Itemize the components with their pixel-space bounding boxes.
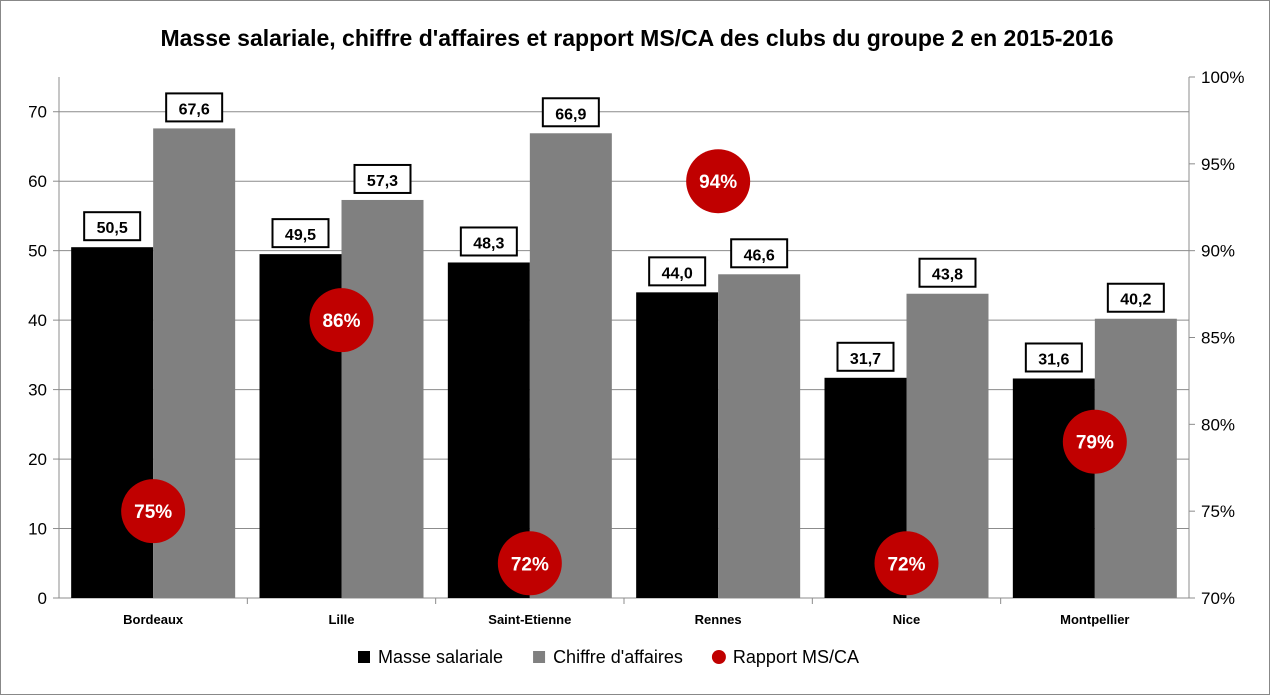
y-left-tick-label: 30: [28, 381, 47, 400]
bar-masse-salariale: [1013, 378, 1095, 598]
legend-marker-masse: [358, 651, 370, 663]
y-left-tick-label: 50: [28, 242, 47, 261]
data-label: 43,8: [932, 267, 963, 284]
data-label: 50,5: [97, 220, 128, 237]
legend: Masse salariale Chiffre d'affaires Rapport…: [358, 647, 859, 667]
bar-chiffre-affaires: [342, 200, 424, 598]
y-left-tick-label: 40: [28, 311, 47, 330]
y-left-tick-label: 10: [28, 520, 47, 539]
bar-chiffre-affaires: [718, 274, 800, 598]
data-label: 31,6: [1038, 351, 1069, 368]
y-right-tick-label: 100%: [1201, 68, 1244, 87]
bar-chiffre-affaires: [530, 133, 612, 598]
legend-label: Chiffre d'affaires: [553, 647, 683, 667]
ratio-label: 72%: [887, 554, 925, 575]
data-label: 48,3: [473, 235, 504, 252]
ratio-label: 86%: [322, 311, 360, 332]
y-right-tick-label: 70%: [1201, 589, 1235, 608]
category-label: Montpellier: [1060, 612, 1129, 627]
legend-label: Rapport MS/CA: [733, 647, 859, 667]
y-right-tick-label: 75%: [1201, 502, 1235, 521]
data-label: 31,7: [850, 351, 881, 368]
y-right-tick-label: 95%: [1201, 155, 1235, 174]
y-left-tick-label: 70: [28, 103, 47, 122]
y-left-tick-label: 20: [28, 450, 47, 469]
legend-marker-ca: [533, 651, 545, 663]
data-label: 44,0: [662, 265, 693, 282]
data-label: 66,9: [555, 106, 586, 123]
category-label: Nice: [893, 612, 920, 627]
data-label: 67,6: [179, 101, 210, 118]
data-label: 40,2: [1120, 292, 1151, 309]
category-label: Saint-Etienne: [488, 612, 571, 627]
y-right-tick-label: 80%: [1201, 415, 1235, 434]
ratio-label: 79%: [1076, 433, 1114, 454]
category-label: Lille: [328, 612, 354, 627]
legend-label: Masse salariale: [378, 647, 503, 667]
bar-masse-salariale: [71, 247, 153, 598]
ratio-label: 94%: [699, 172, 737, 193]
chart-title: Masse salariale, chiffre d'affaires et r…: [160, 25, 1113, 51]
bars: [71, 128, 1177, 598]
data-label: 57,3: [367, 173, 398, 190]
data-label: 49,5: [285, 227, 316, 244]
y-left-tick-label: 60: [28, 172, 47, 191]
y-right-tick-label: 85%: [1201, 329, 1235, 348]
ratio-label: 72%: [511, 554, 549, 575]
category-label: Bordeaux: [123, 612, 184, 627]
y-right-tick-label: 90%: [1201, 242, 1235, 261]
data-labels: 50,5 67,6 49,5 57,3 48,3 66,9 44,0 46,6 31,7 43,8…: [84, 93, 1164, 371]
bar-masse-salariale: [636, 292, 718, 598]
legend-marker-rapport: [712, 650, 726, 664]
y-left-tick-label: 0: [38, 589, 47, 608]
ratio-label: 75%: [134, 502, 172, 523]
data-label: 46,6: [744, 247, 775, 264]
category-label: Rennes: [695, 612, 742, 627]
